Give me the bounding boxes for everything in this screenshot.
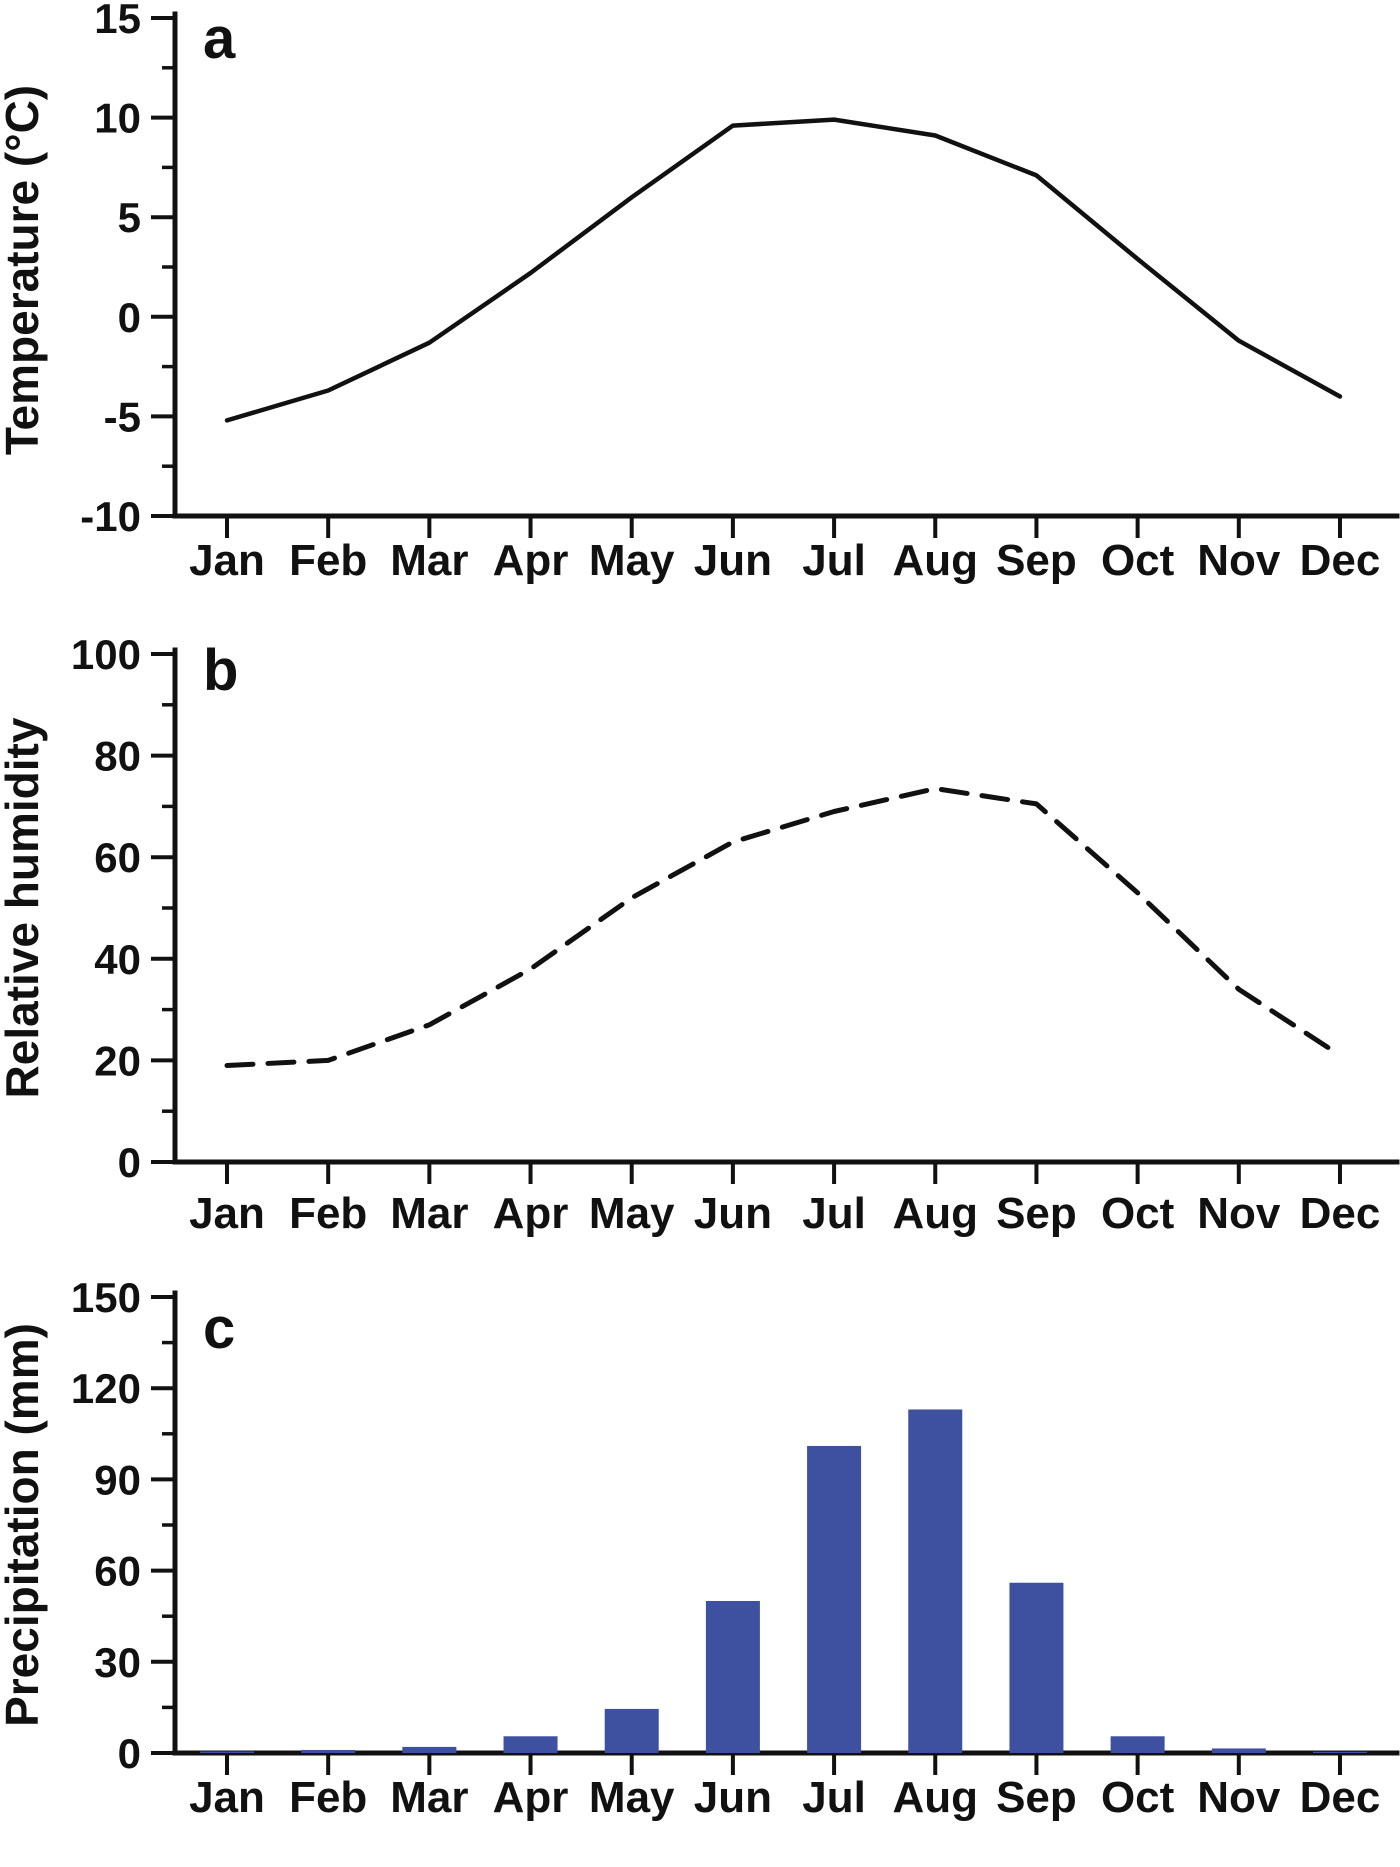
month-label-sep: Sep: [996, 1189, 1077, 1238]
month-label-nov: Nov: [1197, 1773, 1281, 1822]
month-label-aug: Aug: [892, 536, 978, 585]
y-tick-label: 20: [94, 1037, 141, 1084]
y-tick-label: 100: [71, 631, 141, 678]
month-label-aug: Aug: [892, 1189, 978, 1238]
month-label-oct: Oct: [1101, 1773, 1175, 1822]
panel-a: -10 -5 0 5 10 15 Jan Feb Mar Apr May Jun Jul Aug Sep Oc…: [0, 0, 1400, 585]
precipitation-bar-mar: [402, 1746, 457, 1753]
y-tick-label: 0: [118, 294, 141, 341]
y-axis-title-c: Precipitation (mm): [0, 1323, 48, 1727]
month-label-mar: Mar: [390, 1189, 468, 1238]
month-label-aug: Aug: [892, 1773, 978, 1822]
y-tick-label: 60: [94, 1548, 141, 1595]
humidity-line: [224, 786, 1343, 1068]
month-label-feb: Feb: [289, 1189, 367, 1238]
precipitation-bar-oct: [1110, 1736, 1165, 1753]
precipitation-bar-feb: [301, 1749, 356, 1753]
month-label-jul: Jul: [802, 1189, 866, 1238]
y-tick-label: 90: [94, 1456, 141, 1503]
month-label-jul: Jul: [802, 536, 866, 585]
y-tick-label: -5: [104, 393, 141, 440]
month-label-sep: Sep: [996, 1773, 1077, 1822]
month-label-jun: Jun: [694, 1773, 772, 1822]
month-label-may: May: [589, 1773, 675, 1822]
month-label-jun: Jun: [694, 536, 772, 585]
y-tick-label: 40: [94, 936, 141, 983]
y-tick-label: 80: [94, 733, 141, 780]
y-tick-label: 5: [118, 194, 141, 241]
y-tick-label: -10: [80, 493, 141, 540]
month-label-jan: Jan: [189, 536, 265, 585]
y-tick-label: 15: [94, 0, 141, 42]
y-tick-label: 0: [118, 1139, 141, 1186]
month-label-nov: Nov: [1197, 536, 1281, 585]
month-label-mar: Mar: [390, 536, 468, 585]
precipitation-bar-aug: [908, 1409, 963, 1753]
month-label-oct: Oct: [1101, 536, 1175, 585]
temperature-line: [224, 117, 1343, 423]
month-label-dec: Dec: [1300, 1189, 1381, 1238]
panel-letter-a: a: [203, 6, 236, 71]
month-label-sep: Sep: [996, 536, 1077, 585]
precipitation-bar-jul: [807, 1445, 862, 1753]
month-label-oct: Oct: [1101, 1189, 1175, 1238]
month-label-may: May: [589, 1189, 675, 1238]
y-axis-title-a: Temperature (°C): [0, 85, 48, 455]
month-label-apr: Apr: [493, 1189, 569, 1238]
precipitation-bar-jun: [705, 1601, 760, 1753]
y-tick-label: 120: [71, 1365, 141, 1412]
precipitation-bar-sep: [1009, 1582, 1064, 1753]
y-tick-label: 0: [118, 1730, 141, 1777]
panel-letter-b: b: [203, 638, 238, 703]
month-label-jun: Jun: [694, 1189, 772, 1238]
panel-letter-c: c: [203, 1296, 235, 1361]
precipitation-bar-apr: [503, 1736, 558, 1753]
panel-b: 0 20 40 60 80 100 Jan Feb Mar Apr May Jun Jul Aug Sep O…: [0, 631, 1400, 1238]
month-label-may: May: [589, 536, 675, 585]
precipitation-bar-may: [604, 1708, 659, 1753]
precipitation-bar-jan: [200, 1751, 254, 1753]
month-label-apr: Apr: [493, 1773, 569, 1822]
precipitation-bar-nov: [1211, 1748, 1266, 1753]
month-label-feb: Feb: [289, 536, 367, 585]
month-label-jul: Jul: [802, 1773, 866, 1822]
y-tick-label: 60: [94, 834, 141, 881]
month-label-nov: Nov: [1197, 1189, 1281, 1238]
y-tick-label: 10: [94, 95, 141, 142]
y-axis-title-b: Relative humidity: [0, 717, 48, 1098]
month-label-dec: Dec: [1300, 536, 1381, 585]
precipitation-bar-dec: [1312, 1751, 1367, 1753]
month-label-jan: Jan: [189, 1189, 265, 1238]
month-label-mar: Mar: [390, 1773, 468, 1822]
month-label-dec: Dec: [1300, 1773, 1381, 1822]
month-label-jan: Jan: [189, 1773, 265, 1822]
panel-c: 0 30 60 90 120 150 Jan Feb Mar Apr May Jun Jul Aug Sep…: [0, 1274, 1400, 1822]
month-label-apr: Apr: [493, 536, 569, 585]
y-tick-label: 150: [71, 1274, 141, 1321]
y-tick-label: 30: [94, 1639, 141, 1686]
month-label-feb: Feb: [289, 1773, 367, 1822]
